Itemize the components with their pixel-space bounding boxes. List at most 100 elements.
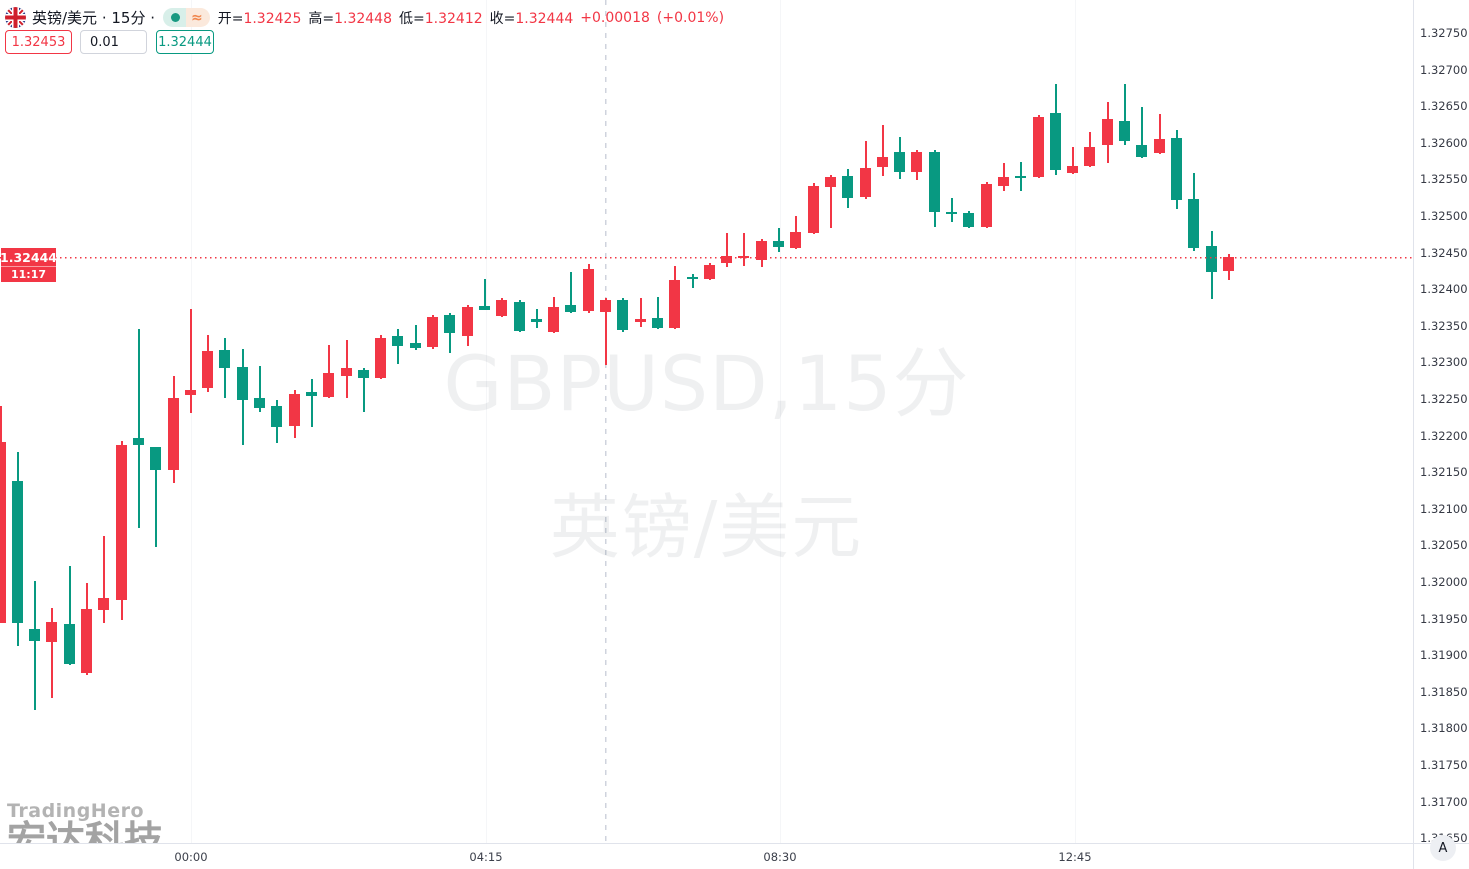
candle[interactable] — [565, 305, 576, 312]
candle[interactable] — [444, 315, 455, 333]
market-status-dot-icon — [162, 8, 186, 27]
candle[interactable] — [1206, 246, 1217, 272]
candle[interactable] — [98, 598, 109, 610]
candle[interactable] — [773, 241, 784, 247]
candle[interactable] — [219, 350, 230, 368]
candle[interactable] — [583, 269, 594, 311]
candle[interactable] — [756, 241, 767, 260]
candle[interactable] — [721, 256, 732, 263]
candle[interactable] — [1171, 138, 1182, 200]
candle[interactable] — [1067, 166, 1078, 173]
price-axis-label: 1.32550 — [1420, 172, 1468, 187]
candle[interactable] — [963, 213, 974, 227]
price-axis-label: 1.31700 — [1420, 794, 1468, 809]
candle-wick — [726, 233, 728, 267]
candle[interactable] — [202, 351, 213, 388]
candle[interactable] — [946, 212, 957, 214]
candle[interactable] — [410, 343, 421, 348]
price-axis-label: 1.32000 — [1420, 575, 1468, 589]
price-axis-label: 1.32050 — [1420, 538, 1468, 553]
candle[interactable] — [1084, 147, 1095, 166]
candle[interactable] — [617, 300, 628, 330]
candle[interactable] — [738, 256, 749, 258]
buy-button[interactable]: 1.32444 — [156, 30, 214, 54]
candle[interactable] — [687, 277, 698, 279]
candle[interactable] — [185, 390, 196, 395]
candle[interactable] — [1223, 257, 1234, 271]
candle-wick — [103, 536, 105, 623]
candle[interactable] — [237, 367, 248, 400]
candle[interactable] — [133, 438, 144, 445]
candle-wick — [830, 175, 832, 228]
price-axis-label: 1.31750 — [1420, 758, 1468, 772]
font-size-button[interactable]: A — [1430, 835, 1456, 861]
candle[interactable] — [911, 152, 922, 172]
candle[interactable] — [29, 629, 40, 641]
candle[interactable] — [1119, 121, 1130, 141]
candle[interactable] — [0, 442, 6, 623]
symbol-title[interactable]: 英镑/美元 · 15分 · — [32, 9, 155, 27]
sell-button[interactable]: 1.32453 — [5, 30, 72, 54]
candle[interactable] — [168, 398, 179, 470]
candle[interactable] — [462, 307, 473, 336]
candle[interactable] — [1015, 176, 1026, 178]
candle[interactable] — [358, 370, 369, 378]
candle-wick — [259, 366, 261, 412]
candle[interactable] — [600, 300, 611, 312]
candle[interactable] — [531, 319, 542, 322]
candle[interactable] — [877, 157, 888, 167]
candle[interactable] — [1136, 145, 1147, 157]
time-axis[interactable]: 00:00 04:15 08:30 12:45 — [0, 843, 1413, 869]
candle[interactable] — [341, 368, 352, 376]
candle[interactable] — [323, 373, 334, 397]
candle[interactable] — [825, 177, 836, 187]
candle[interactable] — [64, 624, 75, 664]
candle[interactable] — [271, 406, 282, 427]
candle[interactable] — [548, 307, 559, 332]
price-axis-label: 1.32650 — [1420, 99, 1468, 114]
candle[interactable] — [998, 177, 1009, 186]
candle[interactable] — [254, 398, 265, 408]
candle[interactable] — [289, 394, 300, 426]
candle[interactable] — [1154, 139, 1165, 153]
candle[interactable] — [1033, 117, 1044, 177]
candle[interactable] — [514, 302, 525, 331]
candle[interactable] — [116, 445, 127, 600]
candle[interactable] — [929, 152, 940, 212]
close-value: 1.32444 — [515, 10, 574, 27]
price-axis-label: 1.32750 — [1420, 26, 1468, 40]
time-axis-label: 04:15 — [469, 850, 503, 864]
candle[interactable] — [842, 176, 853, 198]
candle[interactable] — [1102, 119, 1113, 145]
candle[interactable] — [479, 306, 490, 310]
candle[interactable] — [1050, 113, 1061, 170]
candle[interactable] — [427, 317, 438, 347]
candle[interactable] — [12, 481, 23, 623]
candle[interactable] — [150, 447, 161, 470]
price-axis[interactable]: 1.32750 1.32700 1.32650 1.32600 1.32550 1.325… — [1413, 0, 1469, 845]
symbol-header: 英镑/美元 · 15分 · ≈ 开=1.32425 高=1.32448 低=1.… — [5, 7, 724, 28]
candle[interactable] — [704, 265, 715, 279]
candle[interactable] — [652, 318, 663, 328]
price-axis-label: 1.32600 — [1420, 135, 1468, 150]
candle[interactable] — [1188, 199, 1199, 248]
candle[interactable] — [790, 232, 801, 248]
candle[interactable] — [46, 622, 57, 642]
candle[interactable] — [860, 168, 871, 197]
candle[interactable] — [496, 300, 507, 316]
candle[interactable] — [669, 280, 680, 328]
candle[interactable] — [635, 319, 646, 322]
candle[interactable] — [894, 152, 905, 172]
candle[interactable] — [375, 338, 386, 378]
candle[interactable] — [81, 609, 92, 673]
candle[interactable] — [981, 184, 992, 227]
candle[interactable] — [808, 186, 819, 233]
candle-wick — [640, 298, 642, 327]
candle-wick — [484, 279, 486, 310]
price-axis-label: 1.31850 — [1420, 684, 1468, 699]
candle[interactable] — [306, 392, 317, 396]
price-axis-label: 1.32100 — [1420, 501, 1468, 516]
candlestick-chart[interactable] — [0, 0, 1413, 843]
candle[interactable] — [392, 336, 403, 346]
time-axis-label: 12:45 — [1058, 850, 1092, 864]
